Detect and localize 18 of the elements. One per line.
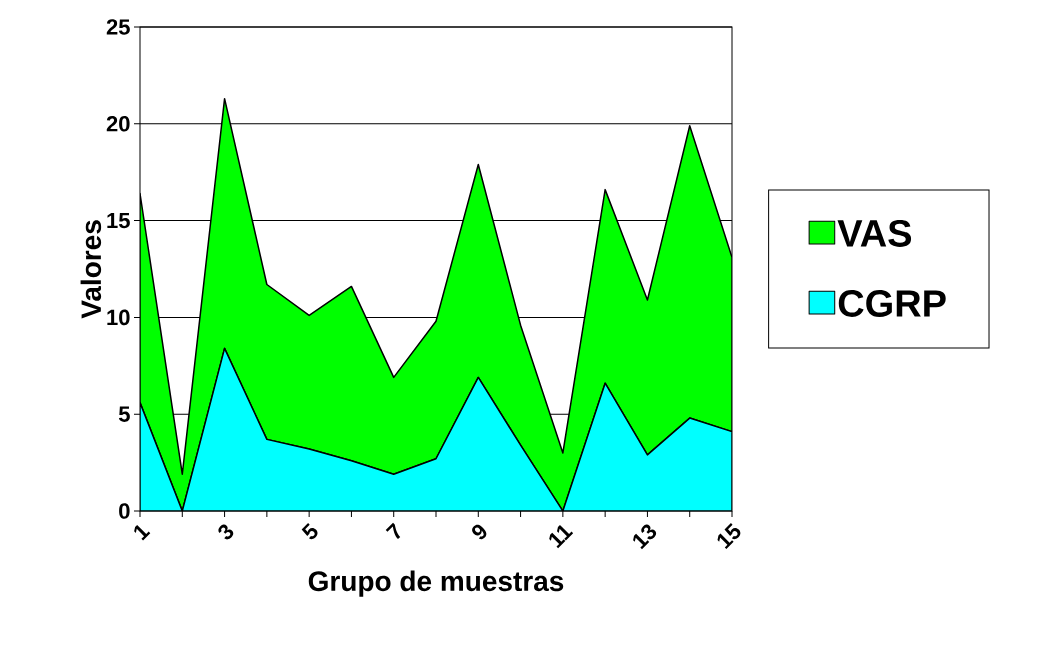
y-tick-label: 20: [106, 116, 130, 132]
y-tick-label: 10: [107, 309, 130, 326]
y-tick-label: 5: [118, 406, 130, 422]
x-axis-title: Grupo de muestras: [308, 570, 564, 597]
x-tick-label: 13: [633, 524, 657, 550]
y-tick-label: 15: [107, 212, 130, 229]
x-tick-label: 15: [717, 523, 741, 550]
x-tick-label: 7: [385, 522, 401, 540]
y-axis-title: Valores: [80, 220, 102, 319]
x-tick-label: 5: [301, 523, 318, 540]
legend-label: VAS: [837, 219, 912, 247]
x-tick-label: 1: [134, 524, 151, 541]
x-tick-label: 3: [218, 524, 234, 540]
y-tick-label: 25: [106, 19, 130, 35]
legend-label: CGRP: [838, 290, 946, 317]
x-tick-label: 9: [472, 524, 487, 540]
x-tick-label: 11: [549, 524, 574, 549]
y-tick-label: 0: [119, 503, 130, 519]
